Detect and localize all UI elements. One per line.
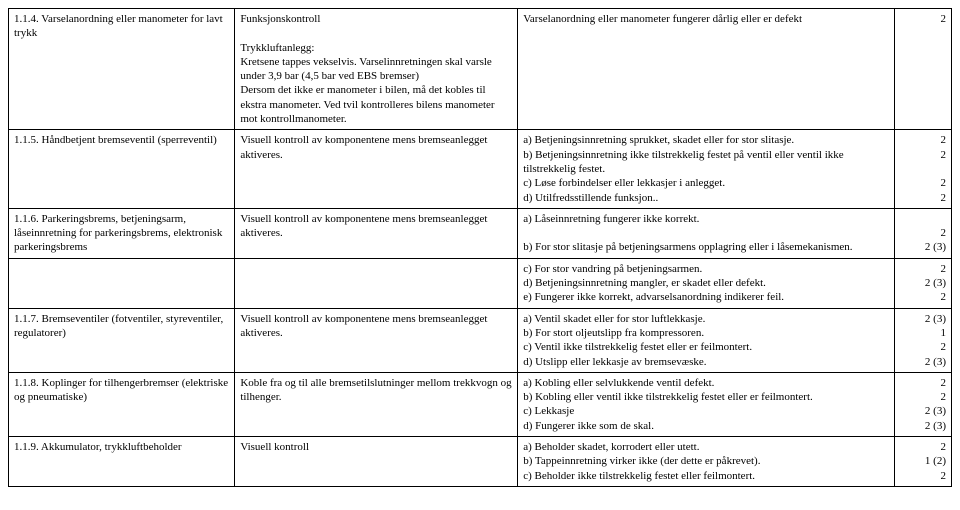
defect-cell: a) Ventil skadet eller for stor luftlekk… [518, 308, 895, 372]
table-row: 1.1.9. Akkumulator, trykkluftbeholderVis… [9, 437, 952, 487]
rating-cell: 2 1 (2) 2 [895, 437, 952, 487]
method-cell: Funksjonskontroll Trykkluftanlegg: Krets… [235, 9, 518, 130]
rating-cell: 2 2 2 2 [895, 130, 952, 208]
table-row: 1.1.4. Varselanordning eller manometer f… [9, 9, 952, 130]
table-row: 1.1.8. Koplinger for tilhengerbremser (e… [9, 372, 952, 436]
item-id-cell: 1.1.6. Parkeringsbrems, betjeningsarm, l… [9, 208, 235, 258]
item-id-cell [9, 258, 235, 308]
defect-cell: a) Låseinnretning fungerer ikke korrekt.… [518, 208, 895, 258]
table-row: 1.1.6. Parkeringsbrems, betjeningsarm, l… [9, 208, 952, 258]
rating-cell: 2 2 (3) 2 [895, 258, 952, 308]
method-cell: Visuell kontroll av komponentene mens br… [235, 130, 518, 208]
defect-cell: a) Beholder skadet, korrodert eller utet… [518, 437, 895, 487]
item-id-cell: 1.1.4. Varselanordning eller manometer f… [9, 9, 235, 130]
item-id-cell: 1.1.7. Bremseventiler (fotventiler, styr… [9, 308, 235, 372]
method-cell: Visuell kontroll av komponentene mens br… [235, 308, 518, 372]
rating-cell: 2 [895, 9, 952, 130]
item-id-cell: 1.1.9. Akkumulator, trykkluftbeholder [9, 437, 235, 487]
method-cell: Koble fra og til alle bremsetilslutninge… [235, 372, 518, 436]
method-cell: Visuell kontroll av komponentene mens br… [235, 208, 518, 258]
table-row: c) For stor vandring på betjeningsarmen.… [9, 258, 952, 308]
item-id-cell: 1.1.8. Koplinger for tilhengerbremser (e… [9, 372, 235, 436]
table-row: 1.1.5. Håndbetjent bremseventil (sperrev… [9, 130, 952, 208]
defect-cell: c) For stor vandring på betjeningsarmen.… [518, 258, 895, 308]
rating-cell: 2 (3) 1 2 2 (3) [895, 308, 952, 372]
inspection-table: 1.1.4. Varselanordning eller manometer f… [8, 8, 952, 487]
method-cell [235, 258, 518, 308]
defect-cell: Varselanordning eller manometer fungerer… [518, 9, 895, 130]
defect-cell: a) Betjeningsinnretning sprukket, skadet… [518, 130, 895, 208]
rating-cell: 2 2 (3) [895, 208, 952, 258]
method-cell: Visuell kontroll [235, 437, 518, 487]
table-row: 1.1.7. Bremseventiler (fotventiler, styr… [9, 308, 952, 372]
item-id-cell: 1.1.5. Håndbetjent bremseventil (sperrev… [9, 130, 235, 208]
defect-cell: a) Kobling eller selvlukkende ventil def… [518, 372, 895, 436]
rating-cell: 2 2 2 (3) 2 (3) [895, 372, 952, 436]
